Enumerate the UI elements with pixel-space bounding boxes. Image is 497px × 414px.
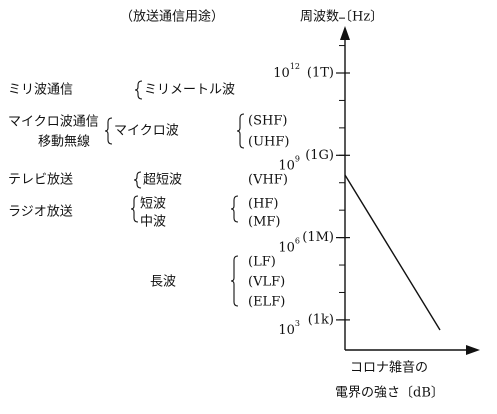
x-arrow (466, 345, 480, 355)
use: ミリ波通信 (8, 83, 73, 98)
tick-label: 1012 (273, 62, 300, 81)
brace (230, 195, 239, 223)
brace (130, 195, 139, 223)
use: ラジオ放送 (8, 205, 73, 220)
tick-exp: 3 (295, 319, 300, 328)
brace (104, 117, 113, 145)
y-arrow (340, 26, 350, 40)
header-left: （放送通信用途） (120, 9, 224, 25)
brace (236, 113, 245, 149)
band: (LF) (248, 255, 276, 270)
tick-label: 103 (278, 319, 300, 338)
wave: マイクロ波 (114, 124, 179, 139)
wave: 短波 (140, 197, 166, 212)
wave: 長波 (150, 275, 176, 290)
noise-line (344, 174, 441, 331)
wave: 超短波 (143, 173, 182, 188)
tick-unit: (1T) (307, 66, 334, 81)
tick-label: 109 (278, 154, 300, 173)
tick-label: 106 (278, 237, 300, 256)
band: (VLF) (248, 275, 285, 290)
tick-unit: (1M) (302, 230, 334, 245)
band: (VHF) (248, 173, 288, 188)
wave: ミリメートル波 (144, 83, 235, 98)
brace (134, 80, 143, 100)
header-right: 周波数〔Hz〕 (300, 10, 383, 25)
use: 移動無線 (38, 134, 90, 150)
band: (MF) (248, 215, 280, 230)
wave: 中波 (140, 215, 166, 230)
tick-base: 10 (278, 158, 295, 173)
brace (230, 255, 239, 307)
tick-base: 10 (278, 240, 295, 255)
tick-unit: (1G) (305, 148, 334, 163)
tick-unit: (1k) (308, 312, 334, 327)
use: マイクロ波通信 (8, 115, 99, 130)
tick-exp: 12 (290, 62, 300, 71)
tick-exp: 9 (295, 154, 300, 163)
tick-exp: 6 (295, 237, 300, 246)
x-label: 電界の強さ〔dB〕 (335, 386, 444, 401)
tick-base: 10 (273, 66, 290, 81)
band: (ELF) (248, 295, 285, 310)
band: (UHF) (248, 135, 289, 150)
use: テレビ放送 (8, 173, 73, 188)
tick-base: 10 (278, 322, 295, 337)
band: (HF) (248, 197, 279, 212)
band: (SHF) (248, 114, 287, 129)
brace (133, 171, 142, 189)
x-label: コロナ雑音の (350, 360, 428, 376)
